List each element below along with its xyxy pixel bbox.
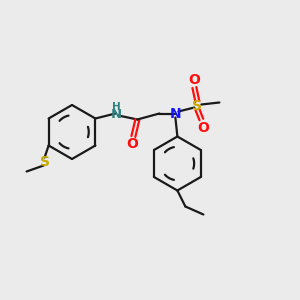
Text: S: S — [40, 155, 50, 170]
Text: N: N — [169, 106, 181, 121]
Text: H: H — [112, 101, 121, 112]
Text: O: O — [126, 137, 138, 152]
Text: O: O — [188, 73, 200, 86]
Text: N: N — [111, 108, 122, 121]
Text: O: O — [197, 121, 209, 134]
Text: S: S — [192, 98, 203, 112]
